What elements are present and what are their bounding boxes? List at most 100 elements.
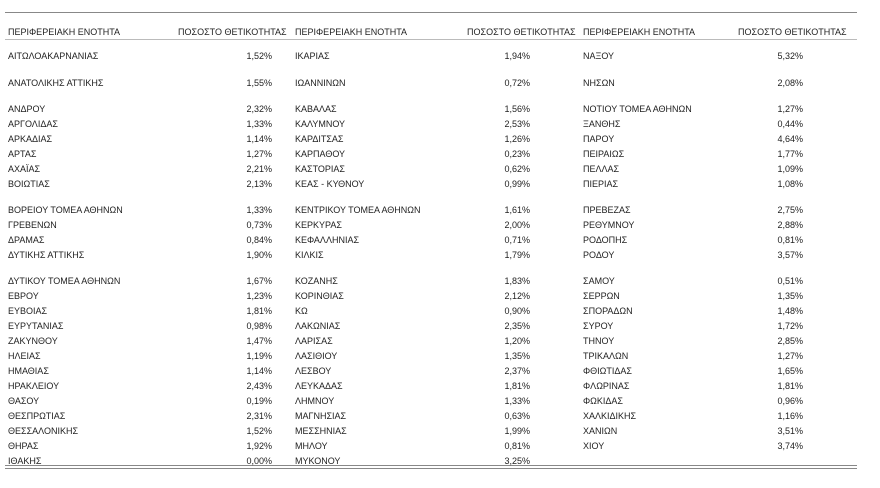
region-name: ΧΑΛΚΙΔΙΚΗΣ — [583, 411, 637, 421]
positivity-rate: 1,08% — [777, 179, 803, 189]
positivity-rate: 2,88% — [777, 220, 803, 230]
region-name: ΝΟΤΙΟΥ ΤΟΜΕΑ ΑΘΗΝΩΝ — [583, 104, 692, 114]
positivity-rate: 2,12% — [504, 291, 530, 301]
positivity-rate: 0,71% — [504, 235, 530, 245]
positivity-rate: 2,53% — [504, 119, 530, 129]
region-name: ΚΕΡΚΥΡΑΣ — [295, 220, 342, 230]
region-name: ΑΡΓΟΛΙΔΑΣ — [8, 119, 58, 129]
region-name: ΗΡΑΚΛΕΙΟΥ — [8, 381, 60, 391]
region-name: ΙΩΑΝΝΙΝΩΝ — [295, 78, 346, 88]
positivity-rate: 2,08% — [777, 78, 803, 88]
positivity-rate: 1,67% — [246, 276, 272, 286]
region-name: ΤΡΙΚΑΛΩΝ — [583, 351, 629, 361]
positivity-rate: 0,44% — [777, 119, 803, 129]
positivity-rate: 1,48% — [777, 306, 803, 316]
column-header: ΠΕΡΙΦΕΡΕΙΑΚΗ ΕΝΟΤΗΤΑ — [8, 27, 121, 37]
region-name: ΜΗΛΟΥ — [295, 441, 328, 451]
region-name: ΡΟΔΟΠΗΣ — [583, 235, 628, 245]
positivity-rate: 2,13% — [246, 179, 272, 189]
positivity-rate: 1,27% — [777, 104, 803, 114]
positivity-rate: 0,98% — [246, 321, 272, 331]
positivity-rate: 0,90% — [504, 306, 530, 316]
region-name: ΜΑΓΝΗΣΙΑΣ — [295, 411, 347, 421]
positivity-rate: 1,83% — [504, 276, 530, 286]
positivity-rate: 1,27% — [246, 149, 272, 159]
positivity-rate: 2,31% — [246, 411, 272, 421]
positivity-rate: 1,35% — [504, 351, 530, 361]
region-name: ΑΝΑΤΟΛΙΚΗΣ ΑΤΤΙΚΗΣ — [8, 78, 104, 88]
positivity-rate: 0,23% — [504, 149, 530, 159]
region-name: ΛΕΣΒΟΥ — [295, 366, 332, 376]
positivity-rate: 0,99% — [504, 179, 530, 189]
column-header: ΠΟΣΟΣΤΟ ΘΕΤΙΚΟΤΗΤΑΣ — [738, 27, 847, 37]
region-name: ΚΕΦΑΛΛΗΝΙΑΣ — [295, 235, 360, 245]
region-name: ΠΡΕΒΕΖΑΣ — [583, 205, 631, 215]
positivity-rate: 1,52% — [246, 51, 272, 61]
positivity-rate: 1,94% — [504, 51, 530, 61]
region-name: ΙΘΑΚΗΣ — [8, 456, 42, 466]
positivity-rate: 2,37% — [504, 366, 530, 376]
region-name: ΧΙΟΥ — [583, 441, 605, 451]
region-name: ΛΑΡΙΣΑΣ — [295, 336, 333, 346]
region-name: ΗΜΑΘΙΑΣ — [8, 366, 49, 376]
positivity-rate: 2,75% — [777, 205, 803, 215]
region-name: ΗΛΕΙΑΣ — [8, 351, 41, 361]
positivity-rate: 1,26% — [504, 134, 530, 144]
region-name: ΑΙΤΩΛΟΑΚΑΡΝΑΝΙΑΣ — [8, 51, 99, 61]
region-name: ΦΛΩΡΙΝΑΣ — [583, 381, 630, 391]
region-name: ΕΥΡΥΤΑΝΙΑΣ — [8, 321, 64, 331]
positivity-rate: 2,43% — [246, 381, 272, 391]
region-name: ΛΑΣΙΘΙΟΥ — [295, 351, 338, 361]
positivity-rate: 4,64% — [777, 134, 803, 144]
positivity-rate: 1,14% — [246, 366, 272, 376]
region-name: ΚΑΡΔΙΤΣΑΣ — [295, 134, 344, 144]
positivity-rate: 1,09% — [777, 164, 803, 174]
region-name: ΛΕΥΚΑΔΑΣ — [295, 381, 343, 391]
bottom-rule — [5, 468, 857, 469]
region-name: ΚΑΡΠΑΘΟΥ — [295, 149, 346, 159]
region-name: ΦΩΚΙΔΑΣ — [583, 396, 623, 406]
region-name: ΚΙΛΚΙΣ — [295, 250, 324, 260]
positivity-rate: 0,84% — [246, 235, 272, 245]
region-name: ΚΕΝΤΡΙΚΟΥ ΤΟΜΕΑ ΑΘΗΝΩΝ — [295, 205, 421, 215]
positivity-rate: 1,33% — [246, 119, 272, 129]
positivity-rate: 2,21% — [246, 164, 272, 174]
region-name: ΑΡΤΑΣ — [8, 149, 37, 159]
positivity-rate: 2,32% — [246, 104, 272, 114]
column-header: ΠΟΣΟΣΤΟ ΘΕΤΙΚΟΤΗΤΑΣ — [178, 27, 287, 37]
positivity-rate: 3,74% — [777, 441, 803, 451]
positivity-rate: 0,51% — [777, 276, 803, 286]
region-name: ΚΑΒΑΛΑΣ — [295, 104, 337, 114]
positivity-rate: 3,25% — [504, 456, 530, 466]
positivity-rate: 1,33% — [246, 205, 272, 215]
positivity-rate: 5,32% — [777, 51, 803, 61]
region-name: ΖΑΚΥΝΘΟΥ — [8, 336, 58, 346]
positivity-rate: 1,81% — [777, 381, 803, 391]
region-name: ΠΙΕΡΙΑΣ — [583, 179, 619, 189]
positivity-rate: 1,61% — [504, 205, 530, 215]
region-name: ΤΗΝΟΥ — [583, 336, 615, 346]
region-name: ΣΑΜΟΥ — [583, 276, 615, 286]
positivity-rate: 1,92% — [246, 441, 272, 451]
positivity-rate: 1,72% — [777, 321, 803, 331]
positivity-rate: 1,55% — [246, 78, 272, 88]
region-name: ΘΕΣΠΡΩΤΙΑΣ — [8, 411, 66, 421]
positivity-rate: 1,99% — [504, 426, 530, 436]
positivity-rate: 1,33% — [504, 396, 530, 406]
column-header: ΠΟΣΟΣΤΟ ΘΕΤΙΚΟΤΗΤΑΣ — [467, 27, 576, 37]
region-name: ΒΟΡΕΙΟΥ ΤΟΜΕΑ ΑΘΗΝΩΝ — [8, 205, 123, 215]
region-name: ΔΥΤΙΚΗΣ ΑΤΤΙΚΗΣ — [8, 250, 85, 260]
header-rule — [5, 39, 857, 40]
positivity-rate: 2,00% — [504, 220, 530, 230]
region-name: ΧΑΝΙΩΝ — [583, 426, 618, 436]
region-name: ΙΚΑΡΙΑΣ — [295, 51, 330, 61]
region-name: ΜΥΚΟΝΟΥ — [295, 456, 341, 466]
positivity-rate: 1,79% — [504, 250, 530, 260]
region-name: ΑΧΑΪΑΣ — [8, 164, 41, 174]
positivity-rate: 1,77% — [777, 149, 803, 159]
region-name: ΚΩ — [295, 306, 308, 316]
positivity-rate: 1,56% — [504, 104, 530, 114]
region-name: ΛΗΜΝΟΥ — [295, 396, 335, 406]
region-name: ΑΡΚΑΔΙΑΣ — [8, 134, 53, 144]
region-name: ΡΕΘΥΜΝΟΥ — [583, 220, 635, 230]
